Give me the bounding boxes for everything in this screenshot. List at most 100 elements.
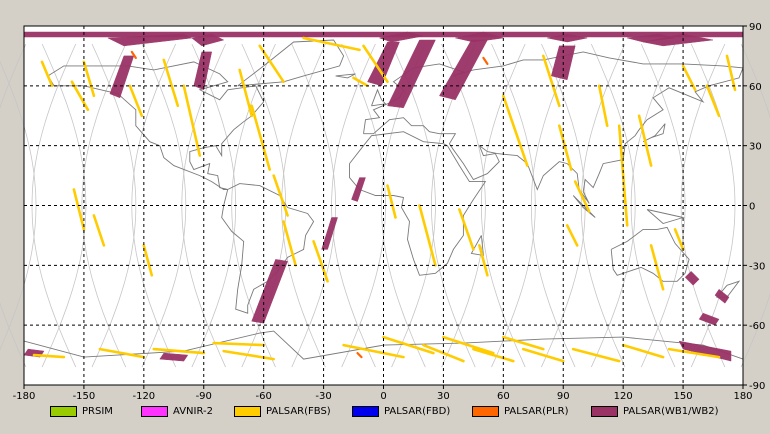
palsar-fbs-swath (128, 84, 144, 118)
coastline (23, 330, 744, 360)
lon-tick-label: 90 (557, 391, 570, 402)
palsar-fbs-swath (422, 343, 465, 363)
lon-tick-label: 120 (614, 391, 633, 402)
palsar-fbs-swath (250, 104, 271, 171)
palsar-fbs-swath (667, 347, 721, 359)
palsar-fbs-swath (573, 180, 591, 213)
lat-tick-label: -30 (749, 261, 765, 272)
coastline (610, 226, 690, 282)
coastline (349, 131, 487, 276)
orbit-track (91, 43, 137, 368)
palsar-fbs-swath (502, 335, 545, 351)
palsar-fbs-swath (162, 58, 180, 108)
orbit-track (281, 43, 326, 368)
palsar-fbs-swath (478, 244, 489, 277)
palsar-wb-swath (378, 31, 424, 43)
legend-item-avnir2: AVNIR-2 (141, 403, 213, 419)
palsar-fbs-swaths (32, 36, 737, 363)
palsar-fbs-swath (617, 124, 629, 227)
palsar-fbs-swath (282, 220, 297, 267)
lon-tick-label: -90 (196, 391, 212, 402)
palsar-fbs-swath (142, 244, 154, 277)
palsar-wb-swath (684, 270, 700, 286)
map-background (24, 26, 743, 385)
palsar-fbs-swath (673, 228, 685, 251)
legend-item-palsar-fbs: PALSAR(FBS) (234, 403, 331, 419)
palsar-fbs-swath (382, 335, 435, 355)
palsar-fbs-swath (725, 54, 737, 92)
orbit-track (441, 43, 486, 368)
lon-tick-label: -150 (73, 391, 96, 402)
palsar-fbs-swath (182, 84, 202, 157)
palsar-fbs-swath (472, 347, 515, 363)
coastline (371, 88, 387, 107)
lon-tick-label: -30 (315, 391, 331, 402)
coastline (47, 61, 265, 190)
coastline (642, 123, 666, 143)
palsar-fbs-swath (621, 343, 665, 359)
legend-label: PALSAR(PLR) (504, 405, 569, 417)
palsar-fbs-swath (571, 347, 621, 363)
palsar-fbs-swath (222, 349, 275, 361)
palsar-fbs-swath (302, 36, 361, 52)
orbit-track (141, 43, 187, 368)
palsar-fbs-swath (542, 54, 561, 108)
palsar-wb-swath (193, 51, 213, 91)
palsar-fbs-swath (92, 214, 106, 247)
legend-label: PALSAR(WB1/WB2) (623, 405, 719, 417)
orbit-tracks (0, 43, 770, 368)
palsar-fbs-swath (386, 184, 397, 219)
palsar-fbs-swath (502, 94, 529, 167)
orbit-track (530, 43, 576, 368)
orbit-track (81, 43, 127, 368)
palsar-fbs-swath (597, 84, 609, 127)
palsar-fbs-swath (70, 80, 90, 112)
palsar-fbs-swath (458, 208, 475, 251)
lon-tick-label: -60 (255, 391, 271, 402)
orbit-track (680, 43, 726, 368)
legend-swatch (472, 405, 499, 417)
lat-tick-label: 60 (749, 82, 762, 93)
palsar-fbs-swath (32, 353, 66, 359)
orbit-track (291, 43, 337, 368)
palsar-fbs-swath (637, 114, 653, 167)
palsar-fbs-swath (418, 204, 437, 267)
palsar-fbs-swath (558, 124, 573, 171)
palsar-wb-swath (547, 33, 588, 43)
lon-tick-label: 60 (497, 391, 510, 402)
palsar-wb-swath (251, 259, 288, 324)
palsar-fbs-swath (565, 224, 579, 247)
legend-item-palsar-plr: PALSAR(PLR) (472, 403, 568, 419)
palsar-fbs-swath (152, 347, 206, 355)
legend: PRSIM AVNIR-2 PALSAR(FBS) PALSAR(FBD) PA… (0, 401, 770, 421)
palsar-wb-swath (321, 217, 338, 250)
lon-tick-label: 30 (437, 391, 450, 402)
lat-tick-label: -90 (749, 381, 765, 392)
lon-tick-label: -180 (13, 391, 36, 402)
palsar-wb-swath (387, 39, 436, 109)
legend-label: PRSIM (82, 405, 113, 417)
palsar-fbs-swath (352, 76, 369, 88)
palsar-plr-swath (482, 56, 489, 65)
legend-label: PALSAR(FBS) (266, 405, 331, 417)
lat-tick-label: 0 (749, 202, 755, 213)
orbit-track (131, 43, 177, 368)
palsar-fbs-swath (82, 60, 96, 98)
orbit-track (391, 43, 436, 368)
legend-label: AVNIR-2 (173, 405, 213, 417)
palsar-wb-swath (109, 55, 135, 99)
orbit-track (740, 43, 770, 368)
coastline (646, 209, 685, 225)
palsar-wb-swath (643, 33, 714, 47)
legend-swatch (50, 405, 77, 417)
orbit-track (0, 43, 27, 368)
lon-tick-label: -120 (132, 391, 155, 402)
legend-swatch (352, 405, 379, 417)
palsar-fbs-swath (649, 244, 665, 291)
palsar-wb-swath (191, 33, 225, 47)
legend-item-palsar-fbd: PALSAR(FBD) (352, 403, 450, 419)
legend-swatch (234, 405, 261, 417)
legend-swatch (591, 405, 618, 417)
